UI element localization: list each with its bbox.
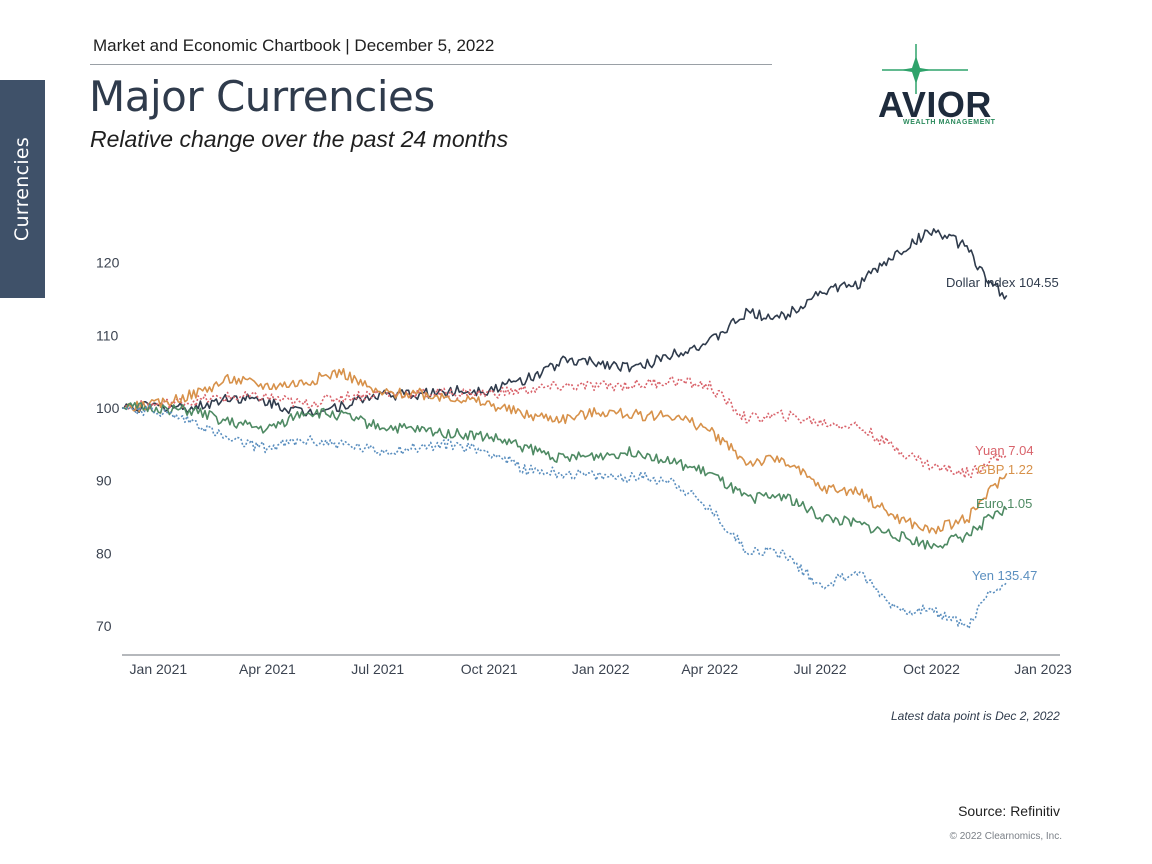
header-divider	[90, 64, 772, 65]
series-line-yen	[121, 404, 1008, 630]
series-label-euro: Euro 1.05	[976, 496, 1032, 511]
avior-logo	[882, 44, 968, 94]
x-tick-label: Oct 2022	[903, 661, 960, 677]
x-tick-label: Oct 2021	[461, 661, 518, 677]
series-line-dollar-index	[121, 228, 1008, 417]
x-tick-label: Jan 2022	[572, 661, 630, 677]
side-tab: Currencies	[0, 80, 45, 298]
series-line-gbp	[121, 368, 1008, 535]
star-icon	[882, 44, 968, 94]
series-line-yuan	[121, 375, 1008, 479]
x-tick-label: Apr 2021	[239, 661, 296, 677]
logo-tagline: WEALTH MANAGEMENT	[903, 119, 996, 126]
x-tick-label: Apr 2022	[681, 661, 738, 677]
y-tick-label: 120	[96, 255, 120, 271]
series-label-yen: Yen 135.47	[972, 568, 1037, 583]
page-title: Major Currencies	[89, 72, 435, 121]
series-label-yuan: Yuan 7.04	[975, 443, 1034, 458]
x-tick-label: Jan 2023	[1014, 661, 1072, 677]
y-tick-label: 80	[96, 545, 112, 561]
x-tick-label: Jul 2022	[794, 661, 847, 677]
y-tick-label: 100	[96, 400, 120, 416]
y-tick-label: 110	[96, 327, 119, 343]
x-tick-label: Jul 2021	[351, 661, 404, 677]
logo-wordmark: AVIOR	[878, 84, 992, 125]
latest-data-note: Latest data point is Dec 2, 2022	[891, 709, 1060, 723]
chartbook-header: Market and Economic Chartbook | December…	[93, 36, 495, 55]
y-tick-label: 90	[96, 473, 112, 489]
page-subtitle: Relative change over the past 24 months	[90, 126, 509, 152]
source-note: Source: Refinitiv	[958, 803, 1060, 819]
y-tick-label: 70	[96, 618, 112, 634]
copyright: © 2022 Clearnomics, Inc.	[949, 831, 1062, 842]
series-label-dollar-index: Dollar Index 104.55	[946, 275, 1059, 290]
series-line-euro	[122, 401, 1008, 550]
series-label-gbp: GBP 1.22	[977, 462, 1033, 477]
x-tick-label: Jan 2021	[130, 661, 188, 677]
